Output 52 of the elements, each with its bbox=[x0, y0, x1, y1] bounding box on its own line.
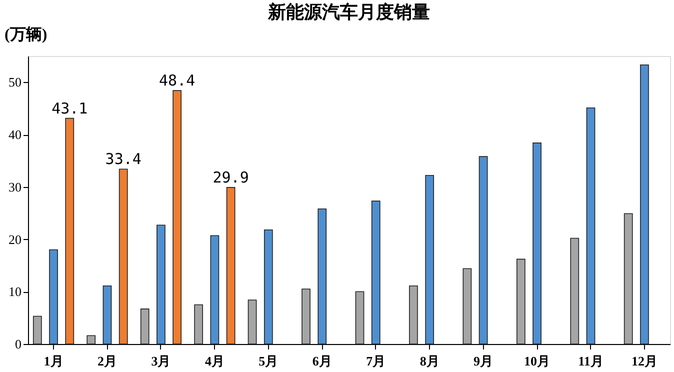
bar bbox=[210, 235, 220, 344]
bar bbox=[264, 229, 273, 344]
bar bbox=[462, 268, 472, 344]
bar bbox=[640, 64, 649, 344]
x-tick-label: 9月 bbox=[474, 354, 494, 368]
chart-title: 新能源汽车月度销量 bbox=[267, 2, 430, 23]
bar bbox=[302, 288, 310, 344]
bar bbox=[532, 142, 542, 344]
data-label: 29.9 bbox=[212, 168, 249, 186]
x-tick-label: 3月 bbox=[151, 354, 171, 368]
x-tick-label: 4月 bbox=[204, 354, 224, 368]
bar bbox=[355, 291, 364, 344]
bar bbox=[102, 285, 112, 344]
bar bbox=[140, 308, 150, 344]
data-label: 43.1 bbox=[52, 99, 88, 118]
bar bbox=[118, 168, 128, 344]
bar bbox=[425, 174, 434, 344]
y-tick-label: 50 bbox=[8, 74, 22, 90]
bar bbox=[570, 238, 580, 344]
bar bbox=[409, 285, 418, 344]
x-tick-label: 10月 bbox=[524, 354, 550, 368]
y-tick-label: 10 bbox=[8, 284, 22, 300]
data-label: 33.4 bbox=[105, 150, 142, 168]
x-tick-label: 8月 bbox=[420, 354, 440, 368]
x-tick-label: 11月 bbox=[578, 354, 604, 368]
x-tick-label: 7月 bbox=[366, 354, 386, 368]
bar bbox=[586, 107, 596, 344]
x-tick-label: 1月 bbox=[44, 354, 64, 368]
x-tick-label: 6月 bbox=[312, 354, 332, 368]
bar bbox=[49, 249, 58, 344]
x-tick-label: 12月 bbox=[631, 354, 658, 368]
bar bbox=[194, 304, 204, 344]
bar bbox=[65, 118, 74, 344]
y-tick-label: 40 bbox=[8, 127, 22, 142]
bar bbox=[516, 258, 526, 344]
bar bbox=[86, 335, 96, 344]
bar bbox=[226, 187, 236, 344]
bar bbox=[371, 200, 380, 344]
x-tick-label: 2月 bbox=[97, 354, 117, 368]
y-tick-label: 30 bbox=[8, 179, 22, 194]
bar bbox=[624, 213, 633, 344]
bar bbox=[32, 316, 42, 344]
y-tick-label: 0 bbox=[15, 336, 22, 352]
bar bbox=[156, 224, 166, 344]
y-axis-title: (万辆) bbox=[4, 26, 48, 44]
x-tick-label: 5月 bbox=[258, 354, 278, 368]
y-tick-label: 20 bbox=[8, 232, 22, 247]
bar bbox=[172, 90, 182, 344]
data-label: 48.4 bbox=[159, 72, 196, 90]
bar bbox=[248, 300, 257, 344]
bar bbox=[318, 208, 327, 344]
bar bbox=[478, 156, 488, 344]
